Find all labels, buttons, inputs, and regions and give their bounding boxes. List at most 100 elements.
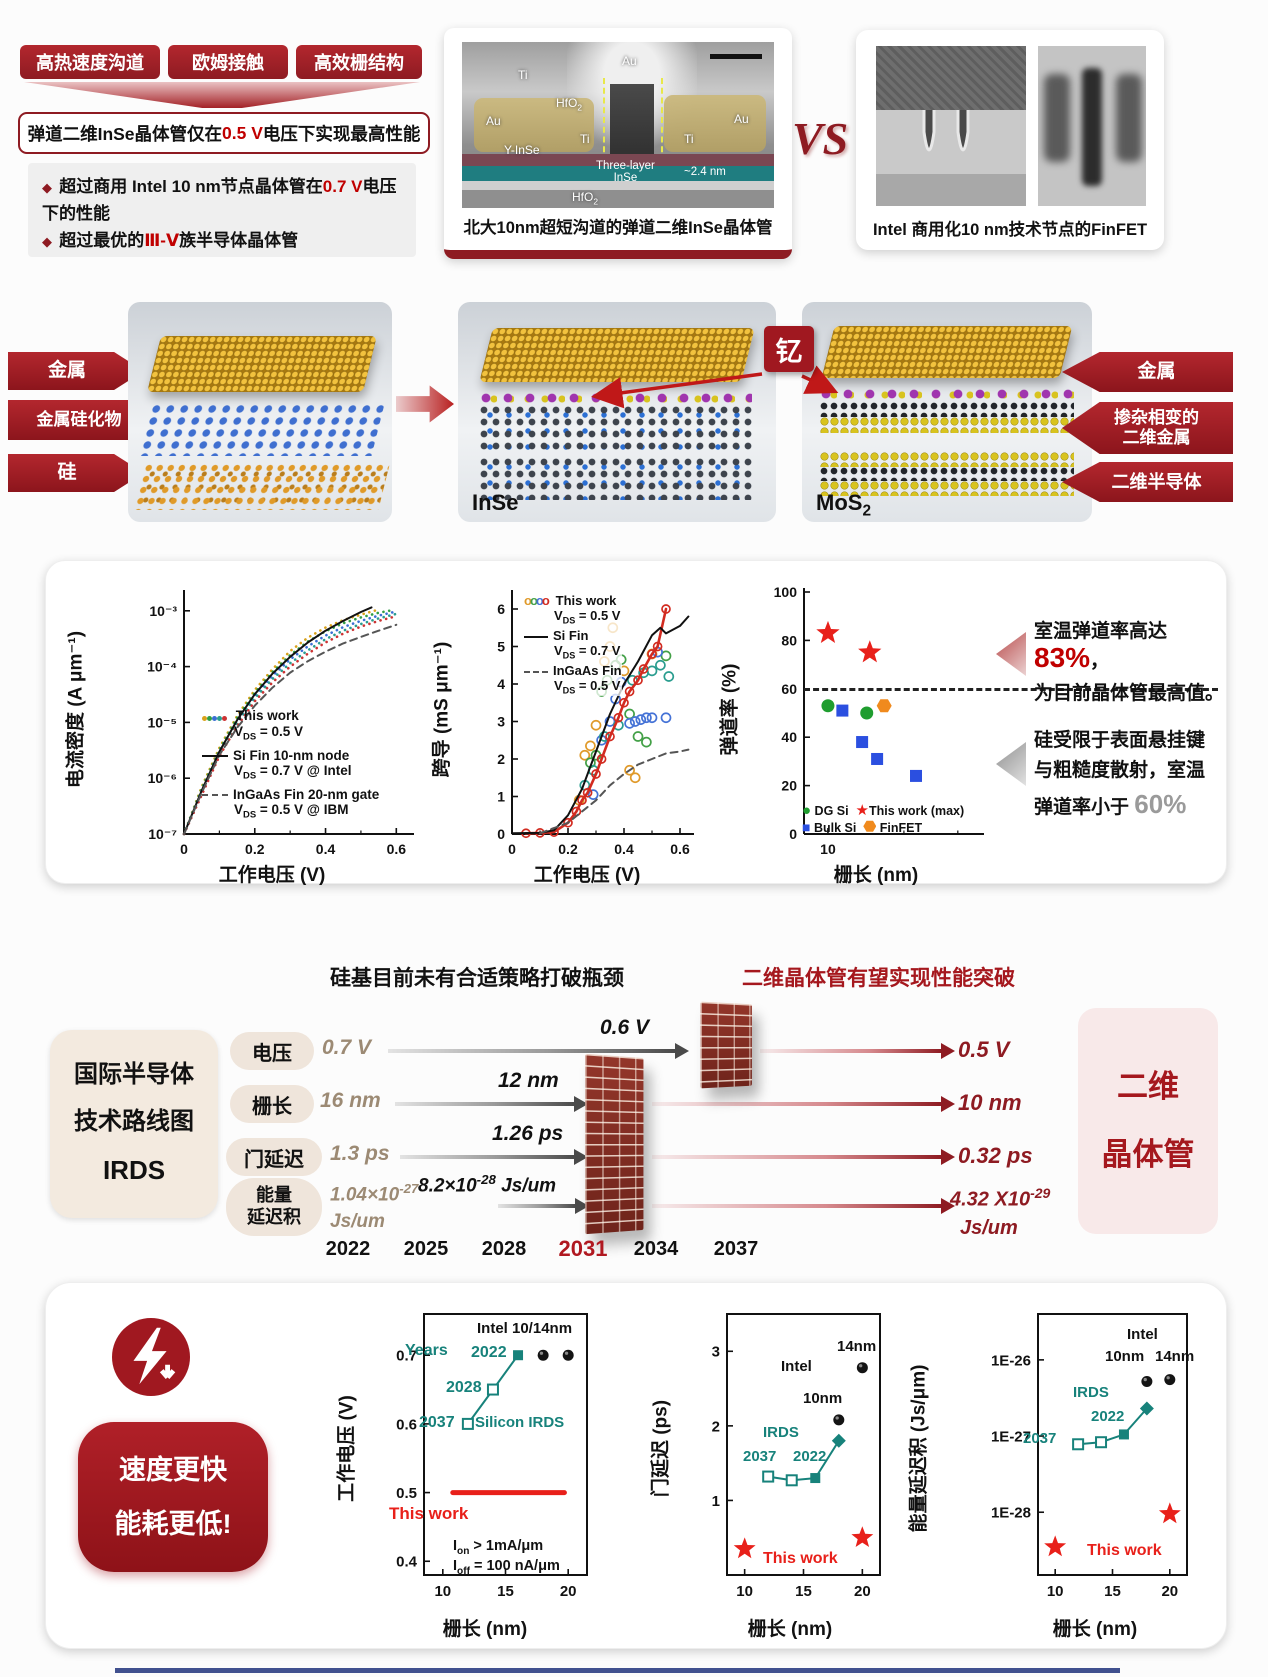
feature-tag-channel: 高热速度沟道 (20, 45, 160, 79)
svg-text:20: 20 (1161, 1583, 1178, 1600)
intel-caption: Intel 商用化10 nm技术节点的FinFET (872, 221, 1148, 239)
svg-text:6: 6 (497, 601, 505, 617)
chart-b-xlabel: 工作电压 (V) (533, 865, 641, 886)
pku-device-card: Au Ti HfO2 Au Ti Y-InSe Ti Au Three-laye… (444, 28, 792, 259)
chart-f-plot: 10 15 20 1E-26 1E-27 1E-28 (991, 1313, 1188, 1600)
roadmap-voltage-arrow-gray (388, 1043, 689, 1059)
roadmap-row-voltage-pill: 电压 (230, 1032, 314, 1070)
tem-label-ti-mid: Ti (580, 132, 590, 146)
roadmap-delay-arrow-red (652, 1149, 955, 1165)
chart-current-density: 电流密度 (A μm⁻¹) 0 0.2 0.4 0.6 10⁻³ 10⁻⁴ 10⁻⁵ 10⁻⁶… (62, 578, 422, 888)
chart-f-ylabel: 能量延迟积 (Js/μm) (908, 1364, 930, 1533)
roadmap-edp-start: 1.04×10-27 Js/um (330, 1181, 419, 1232)
roadmap-title-2d: 二维晶体管有望实现性能突破 (742, 967, 1015, 990)
svg-text:80: 80 (781, 632, 797, 648)
svg-text:0.6: 0.6 (670, 841, 690, 857)
tem-label-thickness: ~2.4 nm (684, 166, 726, 178)
chart-d-ioff: Ioff = 100 nA/μm (453, 1558, 560, 1577)
chart-d-2022: 2022 (471, 1344, 507, 1361)
svg-text:2: 2 (497, 751, 505, 767)
roadmap-gatelength-arrow-red (652, 1096, 955, 1112)
svg-text:15: 15 (1104, 1583, 1121, 1600)
chart-c-legend: ● DG Si ★This work (max) ■ Bulk Si FinFE… (802, 802, 965, 836)
vs-label: VS (792, 113, 849, 164)
svg-text:1: 1 (712, 1493, 720, 1510)
tem-gate-stem (610, 84, 654, 158)
svg-text:10⁻⁵: 10⁻⁵ (147, 714, 177, 730)
svg-text:0: 0 (789, 826, 797, 842)
svg-text:0.6: 0.6 (387, 841, 407, 857)
bullet-intel: ◆ 超过商用 Intel 10 nm节点晶体管在0.7 V电压下的性能 (42, 177, 397, 224)
brick-wall-large (585, 1053, 644, 1235)
material-tag-metal-left: 金属 (8, 352, 144, 390)
chart-b-plot: 0 0.2 0.4 0.6 0 1 2 3 4 5 6 (497, 590, 694, 857)
chart-e-2037: 2037 (743, 1448, 777, 1465)
tem-label-hfo2-top: HfO2 (556, 96, 583, 113)
svg-text:3: 3 (712, 1344, 720, 1361)
yttrium-badge: 钇 (764, 326, 814, 372)
svg-text:40: 40 (781, 729, 797, 745)
s-row-mid (820, 452, 1074, 467)
feature-tag-label: 欧姆接触 (192, 53, 264, 73)
chart-d-2037: 2037 (419, 1414, 455, 1431)
chart-delay-benchmark: 门延迟 (ps) 10 15 20 1 2 3 14nm Intel 10nm IRDS … (645, 1292, 890, 1642)
roadmap-year-2025: 2025 (403, 1238, 449, 1260)
svg-text:10⁻³: 10⁻³ (149, 603, 177, 619)
roadmap-edp-arrow-gray (498, 1198, 589, 1214)
material-tag-doped-2d-metal: 掺杂相变的 二维金属 (1062, 402, 1233, 454)
chart-f-14nm: 14nm (1155, 1348, 1195, 1365)
roadmap-delay-arrow-gray (400, 1149, 588, 1165)
finfet-blob-right (1116, 74, 1142, 162)
tem-label-au-left: Au (486, 114, 501, 128)
silicon-layer (134, 464, 390, 510)
yttrium-doped-row (820, 388, 1074, 402)
chart-b-legend: oooo This work VDS = 0.5 V Si Fin VDS = … (524, 593, 622, 697)
roadmap-edp-arrow-red (652, 1198, 955, 1214)
finfet-gate-block (876, 46, 1026, 110)
structure-card-mos2: MoS2 (802, 302, 1092, 522)
s-row-top (820, 417, 1074, 433)
footer-divider (115, 1668, 1120, 1673)
roadmap-gatelength-arrow-gray (395, 1096, 588, 1112)
svg-text:20: 20 (781, 778, 797, 794)
svg-text:5: 5 (497, 639, 505, 655)
svg-text:60: 60 (781, 681, 797, 697)
svg-text:10: 10 (820, 841, 836, 857)
roadmap-voltage-mid: 0.6 V (600, 1016, 650, 1039)
bullets-box: ◆ 超过商用 Intel 10 nm节点晶体管在0.7 V电压下的性能 ◆ 超过… (28, 163, 416, 257)
chart-c-xlabel: 栅长 (nm) (833, 865, 919, 886)
material-tag-silicon: 硅 (8, 454, 144, 492)
chart-e-xlabel: 栅长 (nm) (747, 1619, 833, 1640)
note-ballistic-high: 室温弹道率高达 83%， 为目前晶体管最高值。 (1034, 621, 1225, 704)
gold-electrode-layer (147, 336, 377, 392)
chart-e-14nm: 14nm (837, 1338, 877, 1355)
chart-d-xlabel: 栅长 (nm) (442, 1619, 528, 1640)
svg-text:10⁻⁷: 10⁻⁷ (148, 826, 177, 842)
chart-f-irds: IRDS (1073, 1384, 1109, 1401)
chart-a-xlabel: 工作电压 (V) (218, 865, 326, 886)
headline-box: 弹道二维InSe晶体管仅在 0.5 V 电压下实现最高性能 (18, 112, 430, 154)
chart-voltage-benchmark: 工作电压 (V) 10 15 20 0.4 0.5 0.6 0.7 Years 2022 2… (325, 1292, 595, 1642)
roadmap-year-2034: 2034 (633, 1238, 679, 1260)
roadmap-row-gatelength-pill: 栅长 (230, 1085, 314, 1123)
chart-e-10nm: 10nm (803, 1390, 843, 1407)
svg-text:20: 20 (560, 1583, 577, 1600)
chart-f-xlabel: 栅长 (nm) (1052, 1619, 1138, 1640)
tem-layer-yinse (462, 154, 774, 166)
chart-d-2028: 2028 (446, 1379, 482, 1396)
roadmap-row-delay-pill: 门延迟 (226, 1138, 322, 1176)
roadmap-delay-end: 0.32 ps (958, 1143, 1033, 1168)
roadmap-delay-start: 1.3 ps (330, 1142, 390, 1165)
svg-text:0: 0 (508, 841, 516, 857)
svg-text:15: 15 (497, 1583, 514, 1600)
chart-e-thiswork: This work (763, 1550, 838, 1567)
brick-wall-small (700, 1001, 752, 1089)
svg-text:0.2: 0.2 (558, 841, 578, 857)
structure-card-silicon (128, 302, 392, 522)
svg-text:0.4: 0.4 (614, 841, 634, 857)
roadmap-year-2031: 2031 (558, 1236, 608, 1261)
svg-text:1: 1 (497, 789, 505, 805)
chart-a-legend: This work VDS = 0.5 V Si Fin 10-nm node … (202, 708, 379, 822)
